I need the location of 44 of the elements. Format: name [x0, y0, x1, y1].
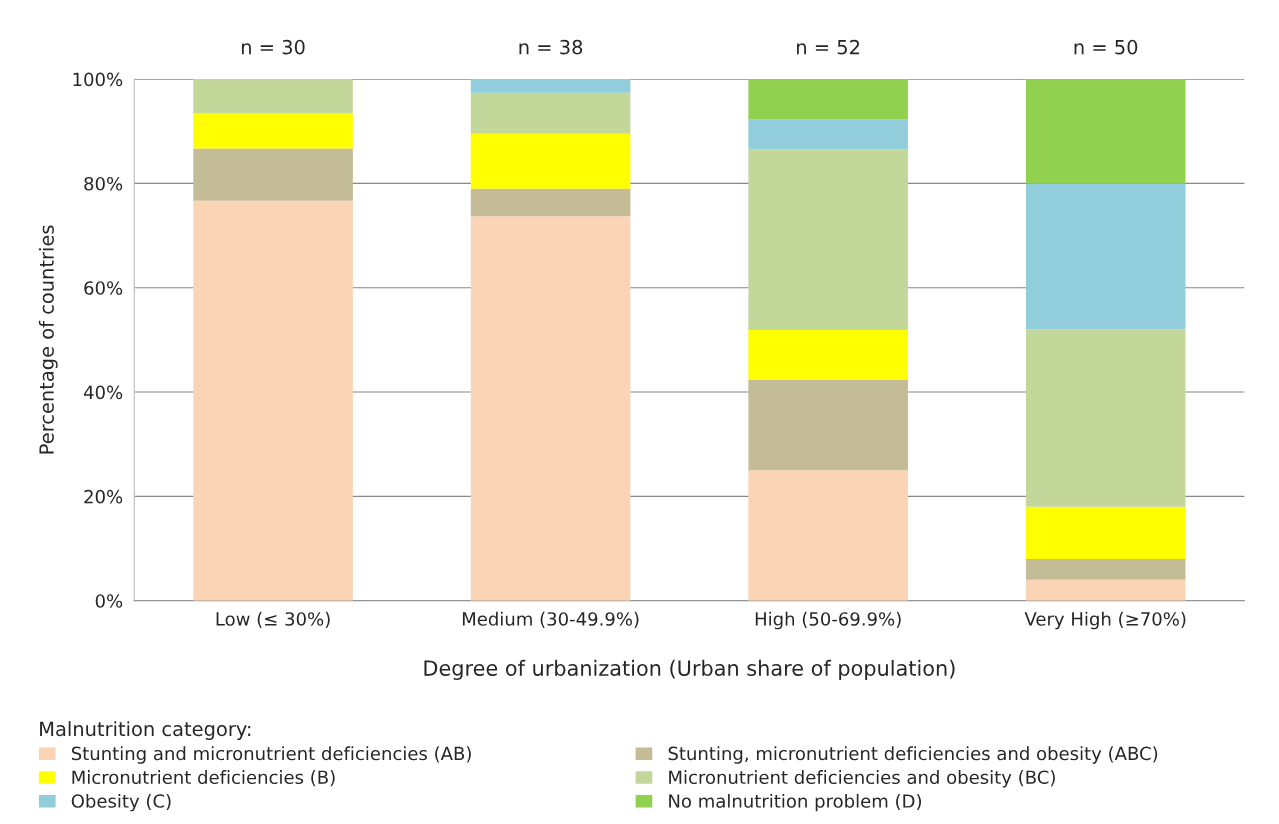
legend-label: Stunting and micronutrient deficiencies (AB) — [71, 746, 471, 764]
bar — [193, 200, 353, 601]
bar — [1025, 183, 1186, 330]
text: n = 50 — [1074, 39, 1138, 55]
x-tick-label: High (50-69.9%) — [755, 611, 901, 630]
bar — [193, 79, 353, 114]
bar — [1025, 79, 1186, 184]
bar — [748, 329, 908, 381]
y-axis-title: Percentage of countries — [38, 225, 58, 454]
bar — [1025, 558, 1186, 580]
bar — [193, 148, 353, 201]
bar — [470, 133, 631, 189]
text: n = 52 — [797, 39, 860, 55]
y-tick-label: 100% — [73, 72, 123, 87]
x-tick-label: Low (≤ 30%) — [216, 611, 330, 628]
bar — [748, 79, 908, 120]
y-tick-label: 0% — [95, 594, 123, 608]
bar — [470, 92, 631, 134]
bar — [1025, 579, 1186, 601]
bar — [470, 188, 631, 217]
bar — [470, 216, 631, 601]
bar — [1025, 506, 1186, 559]
y-tick-label: 20% — [84, 489, 123, 504]
x-tick-label: Medium (30-49.9%) — [462, 611, 639, 628]
legend-label: No malnutrition problem (D) — [669, 793, 921, 812]
legend-label: Stunting, micronutrient deficiencies and obesity (ABC) — [668, 746, 1158, 764]
bar — [470, 79, 631, 93]
legend-title: Malnutrition category: — [40, 721, 251, 740]
y-tick-label: 80% — [84, 176, 123, 191]
x-tick-label: Very High (≥70%) — [1024, 611, 1186, 630]
x-axis-title: Degree of urbanization (Urban share of population) — [424, 659, 955, 680]
bar — [748, 380, 908, 471]
bar — [193, 113, 353, 149]
y-tick-label: 40% — [83, 385, 123, 400]
legend-label: Micronutrient deficiencies (B) — [72, 770, 335, 787]
legend-label: Obesity (C) — [71, 793, 171, 812]
bar — [1025, 329, 1186, 507]
text: n = 38 — [519, 39, 583, 55]
legend-label: Micronutrient deficiencies and obesity (BC) — [669, 770, 1055, 788]
bar — [748, 149, 908, 330]
bar — [748, 119, 908, 150]
bar — [748, 470, 908, 601]
y-tick-label: 60% — [84, 281, 123, 295]
text: n = 30 — [241, 39, 305, 55]
